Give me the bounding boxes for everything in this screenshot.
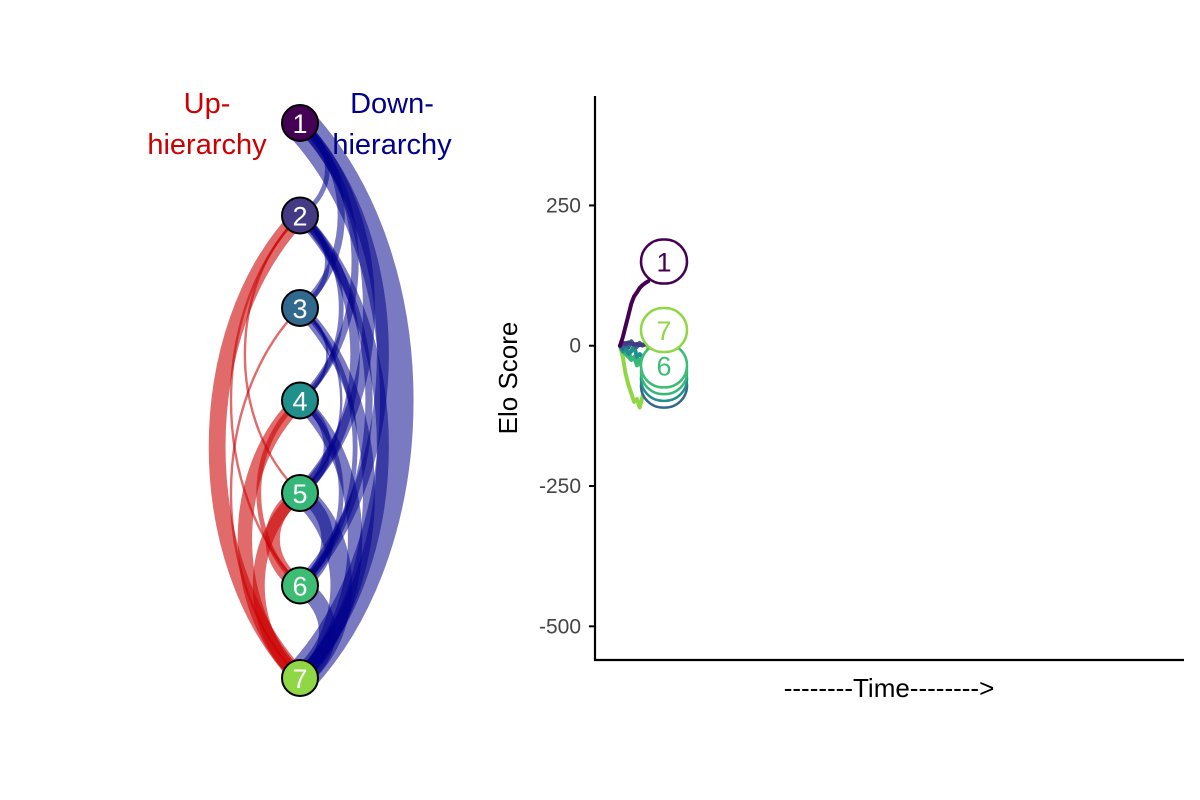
node-1-circle — [281, 104, 319, 142]
node-7-circle — [281, 659, 319, 697]
y-tick-label-250: 250 — [546, 194, 581, 217]
node-1-label: 1 — [292, 109, 307, 139]
edge-5-to-2 — [243, 214, 302, 495]
node-6: 6 — [281, 566, 319, 605]
node-3: 3 — [281, 289, 319, 327]
node-7-label: 7 — [292, 664, 307, 694]
y-ticks: 250 0 -250 -500 — [539, 194, 595, 638]
network-nodes: 1 2 3 4 5 6 7 — [281, 104, 319, 697]
end-label-1-box — [639, 238, 689, 285]
node-3-circle — [281, 289, 319, 327]
up-hierarchy-label-line1: Up- — [184, 88, 231, 120]
end-label-7-box — [639, 306, 689, 354]
y-axis-title: Elo Score — [493, 322, 523, 435]
node-2-label: 2 — [292, 202, 307, 232]
end-label-7: 7 — [639, 306, 689, 354]
x-axis-title: --------Time--------> — [784, 673, 995, 703]
node-5-label: 5 — [292, 479, 307, 509]
node-4-circle — [281, 381, 319, 420]
down-hierarchy-label-line2: hierarchy — [332, 129, 452, 161]
end-labels: 345671 — [639, 238, 689, 409]
node-6-circle — [281, 566, 319, 605]
down-hierarchy-label-line1: Down- — [350, 88, 434, 120]
network-panel: 1 2 3 4 5 6 7 Up- hierarchy Down- hierarchy — [147, 88, 452, 697]
up-hierarchy-label-line2: hierarchy — [147, 129, 267, 161]
node-2-circle — [281, 196, 319, 235]
elo-series-2 — [618, 340, 651, 348]
node-6-label: 6 — [292, 572, 307, 602]
elo-series-1 — [618, 279, 651, 348]
y-tick-label--500: -500 — [539, 615, 581, 638]
end-label-6: 6 — [639, 342, 689, 389]
y-tick-label--250: -250 — [539, 475, 581, 498]
node-5-circle — [281, 474, 319, 512]
node-1: 1 — [281, 104, 319, 142]
end-label-1-text: 1 — [656, 248, 671, 278]
node-4: 4 — [281, 381, 319, 420]
end-label-6-text: 6 — [656, 351, 671, 381]
node-2: 2 — [281, 196, 319, 235]
node-7: 7 — [281, 659, 319, 697]
node-4-label: 4 — [292, 387, 307, 417]
y-tick-label-0: 0 — [569, 335, 581, 358]
node-5: 5 — [281, 474, 319, 512]
end-label-1: 1 — [639, 238, 689, 285]
node-3-label: 3 — [292, 294, 307, 324]
end-label-7-text: 7 — [656, 316, 671, 346]
